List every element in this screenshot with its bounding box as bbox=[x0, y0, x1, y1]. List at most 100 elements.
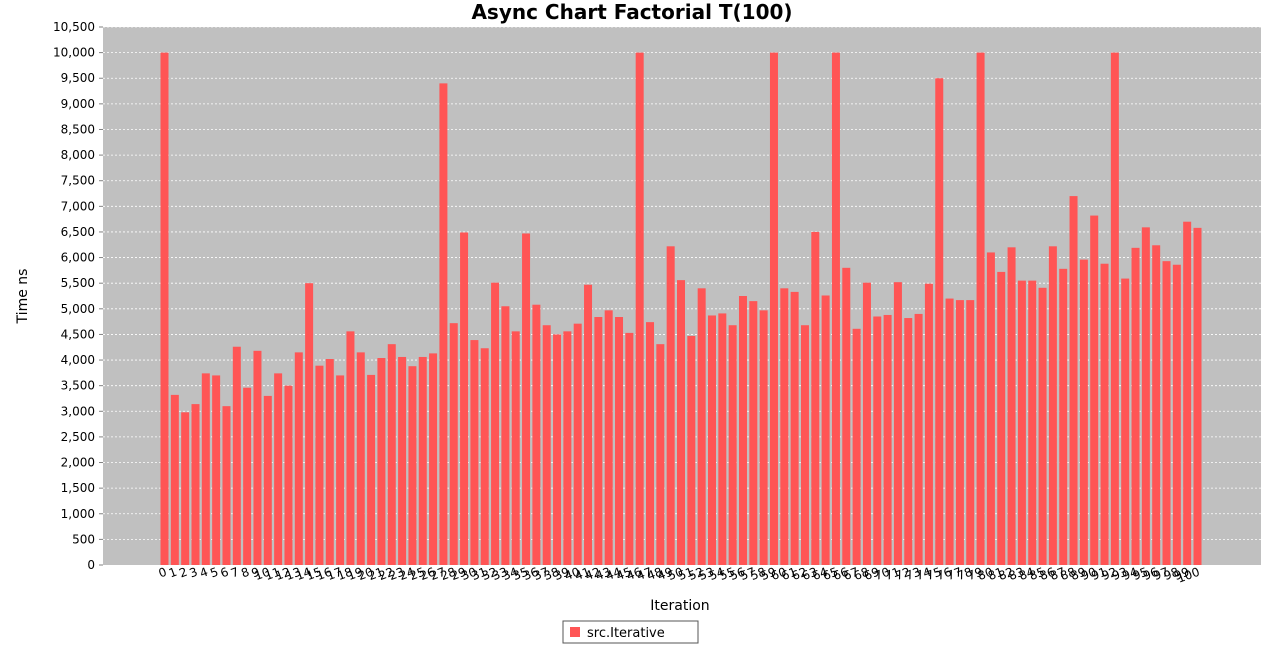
bar bbox=[387, 344, 396, 565]
x-tick-label: 42 bbox=[583, 565, 602, 583]
bar bbox=[439, 83, 448, 566]
bar bbox=[284, 385, 293, 565]
bar bbox=[1110, 52, 1119, 566]
bar bbox=[707, 315, 716, 565]
x-tick-label: 77 bbox=[945, 565, 964, 583]
bar bbox=[573, 323, 582, 565]
bar bbox=[201, 373, 210, 565]
bar bbox=[1090, 215, 1099, 565]
x-tick-label: 97 bbox=[1151, 565, 1170, 583]
x-tick-label: 81 bbox=[986, 565, 1005, 583]
bar bbox=[336, 375, 345, 565]
y-tick-label: 7,000 bbox=[61, 199, 95, 213]
x-tick-label: 16 bbox=[315, 565, 334, 583]
y-tick-label: 6,000 bbox=[61, 251, 95, 265]
y-tick-label: 3,500 bbox=[61, 379, 95, 393]
bar bbox=[170, 394, 179, 565]
y-tick-label: 2,000 bbox=[61, 456, 95, 470]
bar bbox=[635, 52, 644, 566]
x-tick-label: 29 bbox=[449, 565, 468, 583]
bar bbox=[924, 283, 933, 565]
bar bbox=[398, 356, 407, 565]
bar bbox=[759, 310, 768, 565]
bar bbox=[966, 300, 975, 565]
x-tick-label: 12 bbox=[273, 565, 292, 583]
bar bbox=[687, 335, 696, 565]
bar bbox=[418, 356, 427, 565]
x-tick-label: 83 bbox=[1007, 565, 1026, 583]
x-tick-label: 93 bbox=[1110, 565, 1129, 583]
x-tick-label: 38 bbox=[542, 565, 561, 583]
y-tick-label: 8,000 bbox=[61, 148, 95, 162]
x-tick-label: 55 bbox=[718, 565, 737, 583]
x-tick-label: 5 bbox=[208, 565, 220, 581]
y-tick-label: 1,000 bbox=[61, 507, 95, 521]
bar bbox=[325, 359, 334, 565]
y-tick-label: 5,000 bbox=[61, 302, 95, 316]
x-tick-label: 45 bbox=[614, 565, 633, 583]
bar bbox=[160, 52, 169, 566]
x-tick-label: 58 bbox=[749, 565, 768, 583]
legend-label: src.Iterative bbox=[587, 626, 665, 641]
bar bbox=[976, 52, 985, 566]
bar bbox=[594, 317, 603, 565]
x-tick-label: 95 bbox=[1131, 565, 1150, 583]
x-tick-label: 46 bbox=[625, 565, 644, 583]
bar bbox=[532, 304, 541, 565]
x-tick-label: 49 bbox=[656, 565, 675, 583]
y-tick-label: 9,000 bbox=[61, 97, 95, 111]
bar bbox=[656, 344, 665, 565]
bar bbox=[1007, 247, 1016, 565]
y-tick-label: 10,500 bbox=[53, 20, 95, 34]
bar bbox=[1069, 196, 1078, 565]
x-tick-label: 27 bbox=[428, 565, 447, 583]
bar bbox=[553, 334, 562, 565]
bar bbox=[904, 318, 913, 565]
bar bbox=[429, 353, 438, 565]
bar bbox=[749, 301, 758, 565]
x-tick-label: 84 bbox=[1017, 565, 1036, 583]
bar bbox=[780, 288, 789, 565]
bar bbox=[1121, 278, 1130, 565]
x-tick-label: 65 bbox=[821, 565, 840, 583]
x-tick-label: 62 bbox=[790, 565, 809, 583]
x-tick-label: 35 bbox=[511, 565, 530, 583]
y-tick-label: 500 bbox=[72, 532, 95, 546]
x-tick-label: 23 bbox=[387, 565, 406, 583]
x-tick-label: 48 bbox=[645, 565, 664, 583]
bar bbox=[315, 365, 324, 565]
bar bbox=[408, 366, 417, 565]
bar bbox=[914, 313, 923, 565]
x-tick-label: 89 bbox=[1069, 565, 1088, 583]
x-tick-label: 59 bbox=[759, 565, 778, 583]
legend: src.Iterative bbox=[562, 620, 699, 644]
x-tick-label: 11 bbox=[263, 565, 282, 583]
x-tick-label: 21 bbox=[366, 565, 385, 583]
x-tick-label: 7 bbox=[229, 565, 241, 581]
bar bbox=[491, 282, 500, 565]
bars bbox=[160, 52, 1202, 566]
x-tick-label: 61 bbox=[780, 565, 799, 583]
x-tick-label: 18 bbox=[335, 565, 354, 583]
bar bbox=[222, 406, 231, 565]
bar bbox=[873, 316, 882, 565]
x-tick-label: 94 bbox=[1120, 565, 1139, 583]
x-tick-label: 71 bbox=[883, 565, 902, 583]
x-tick-label: 79 bbox=[965, 565, 984, 583]
bar bbox=[852, 328, 861, 565]
x-axis-label: Iteration bbox=[650, 598, 709, 614]
x-tick-label: 33 bbox=[490, 565, 509, 583]
bar bbox=[666, 246, 675, 566]
x-tick-label: 82 bbox=[996, 565, 1015, 583]
bar bbox=[511, 331, 520, 565]
bar bbox=[769, 52, 778, 566]
x-tick-label: 78 bbox=[955, 565, 974, 583]
x-tick-label: 10 bbox=[253, 565, 272, 583]
x-tick-label: 26 bbox=[418, 565, 437, 583]
bar bbox=[232, 346, 241, 565]
bar bbox=[1152, 245, 1161, 565]
bar bbox=[790, 291, 799, 565]
bar bbox=[955, 300, 964, 565]
bar bbox=[945, 298, 954, 565]
bar bbox=[274, 373, 283, 565]
